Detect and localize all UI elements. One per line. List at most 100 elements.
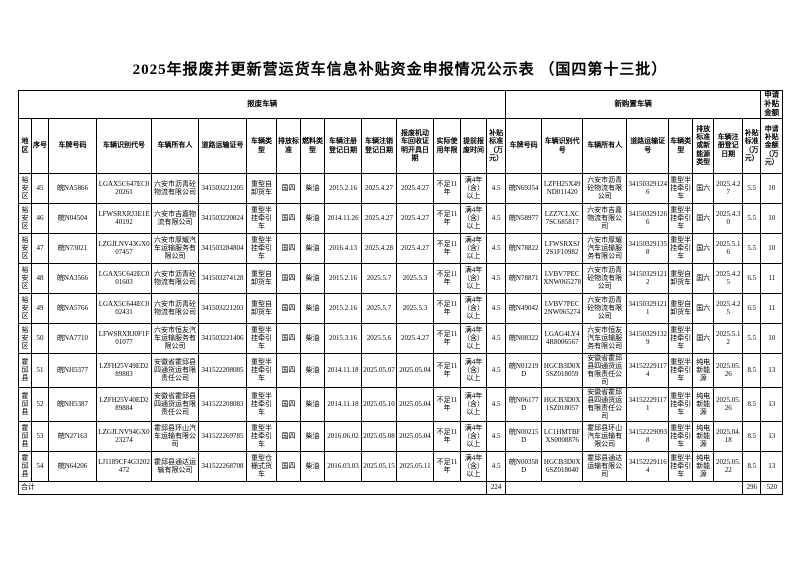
cell-transport-cert: 341503221203 [198, 292, 247, 324]
cell-vin: LZFH25V40ED289884 [96, 386, 152, 422]
col-header-plate: 车牌号码 [48, 117, 97, 174]
cell-new-reg-date: 2025.4.30 [713, 202, 744, 234]
cell-new-emission-or-energy: 国六 [692, 172, 715, 204]
cell-owner: 安徽省霍邱县四通货运有限责任公司 [151, 386, 199, 422]
cell-plate: 皖NA3566 [48, 262, 97, 294]
cell-new-plate: 皖N01219D [505, 352, 543, 388]
cell-reg-date: 2014.11.26 [324, 202, 362, 234]
cell-new-owner: 六安市恒友汽车运输服务有限公司 [582, 322, 628, 354]
cell-new-plate: 皖N78871 [505, 262, 543, 294]
cell-years-used: 不足11年 [433, 322, 461, 354]
table-body: 裕安区 45 皖NA5866 LGAX5C647EC020261 六安市沥青砼物流有限公… [18, 172, 784, 495]
cell-reg-date: 2014.11.18 [324, 352, 362, 388]
cell-emission: 国四 [276, 450, 301, 482]
cell-recycle-cert-date: 2025.4.27 [396, 202, 434, 234]
cell-owner: 六安市沥青砼物流有限公司 [151, 292, 199, 324]
cell-new-owner: 安徽省霍邱县四通货运有限责任公司 [582, 352, 628, 388]
cell-new-subsidy: 5.5 [742, 232, 762, 264]
cell-new-vin: LZFH25X49ND011420 [541, 172, 584, 204]
cell-scrap-subsidy: 4.5 [485, 202, 507, 234]
cell-seq: 51 [31, 352, 49, 388]
cell-vehicle-type: 重型仓栅式货车 [246, 450, 277, 482]
cell-new-plate: 皖N78822 [505, 232, 543, 264]
cell-new-transport-cert: 341503291212 [626, 262, 670, 294]
col-header-dereg-date: 车辆注销登记日期 [361, 117, 397, 174]
cell-new-reg-date: 2025.4.27 [713, 172, 744, 204]
cell-vin: LGAX5C644EC002431 [96, 292, 152, 324]
cell-new-vin: HGCB3D0X5SZ018059 [541, 352, 584, 388]
cell-plate: 皖N73021 [48, 232, 97, 264]
cell-new-owner: 六安市沥青砼物流有限公司 [582, 292, 628, 324]
cell-years-used: 不足11年 [433, 202, 461, 234]
cell-new-plate: 皖N00358D [505, 450, 543, 482]
cell-new-reg-date: 2025.5.16 [713, 232, 744, 264]
cell-fuel: 柴油 [300, 322, 325, 354]
total-row: 合计 224 296 520 [18, 480, 784, 495]
table-row: 裕安区 49 皖NA5766 LGAX5C644EC002431 六安市沥青砼物流有限公… [18, 292, 784, 324]
cell-region: 裕安区 [18, 172, 32, 204]
cell-plate: 皖NH5377 [48, 352, 97, 388]
cell-new-emission-or-energy: 国六 [692, 292, 715, 324]
cell-vehicle-type: 重型半挂牵引车 [246, 420, 277, 452]
col-header-seq: 序号 [31, 117, 49, 174]
cell-fuel: 柴油 [300, 420, 325, 452]
cell-new-owner: 安徽省霍邱县四通货运有限责任公司 [582, 386, 628, 422]
cell-new-owner: 霍邱县通达运输有限公司 [582, 450, 628, 482]
cell-new-vin: LC1HMTBFXS0008876 [541, 420, 584, 452]
cell-years-used: 不足11年 [433, 292, 461, 324]
cell-new-owner: 六安市厚耀汽车运输服务有限公司 [582, 232, 628, 264]
cell-applied-amount: 10 [760, 172, 784, 204]
cell-new-transport-cert: 341522291174 [626, 352, 670, 388]
cell-new-subsidy: 8.5 [742, 386, 762, 422]
col-header-new-reg-date: 车辆注册登记日期 [713, 117, 744, 174]
cell-vehicle-type: 重型自卸货车 [246, 292, 277, 324]
cell-new-transport-cert: 341522290938 [626, 420, 670, 452]
cell-new-subsidy: 5.5 [742, 322, 762, 354]
cell-vehicle-type: 重型半挂牵引车 [246, 322, 277, 354]
cell-scrap-subsidy: 4.5 [485, 292, 507, 324]
cell-new-transport-cert: 341503291246 [626, 172, 670, 204]
cell-emission: 国四 [276, 172, 301, 204]
cell-new-transport-cert: 341503291358 [626, 232, 670, 264]
cell-new-subsidy: 5.5 [742, 202, 762, 234]
cell-plate: 皖NH5387 [48, 386, 97, 422]
cell-new-subsidy: 6.5 [742, 262, 762, 294]
cell-owner: 安徽省霍邱县四通货运有限责任公司 [151, 352, 199, 388]
cell-new-transport-cert: 341522291171 [626, 386, 670, 422]
cell-years-used: 不足11年 [433, 386, 461, 422]
cell-applied-amount: 11 [760, 292, 784, 324]
cell-region: 裕安区 [18, 232, 32, 264]
total-spacer [505, 480, 744, 495]
cell-scrap-subsidy: 4.5 [485, 262, 507, 294]
cell-early-scrap-time: 满4年（含）以上 [460, 420, 487, 452]
cell-new-emission-or-energy: 国六 [692, 202, 715, 234]
cell-fuel: 柴油 [300, 386, 325, 422]
cell-fuel: 柴油 [300, 172, 325, 204]
cell-early-scrap-time: 满4年（含）以上 [460, 262, 487, 294]
cell-seq: 48 [31, 262, 49, 294]
cell-seq: 46 [31, 202, 49, 234]
total-label: 合计 [18, 480, 487, 495]
cell-emission: 国四 [276, 292, 301, 324]
cell-new-transport-cert: 341503291211 [626, 292, 670, 324]
table-row: 裕安区 50 皖NA7710 LFWSRXRJ0F1F01077 六安市恒友汽车运输服务… [18, 322, 784, 354]
cell-vehicle-type: 重型半挂牵引车 [246, 352, 277, 388]
table-row: 霍邱县 51 皖NH5377 LZFH25V49ED289883 安徽省霍邱县四通货运有… [18, 352, 784, 388]
cell-dereg-date: 2025.05.07 [361, 352, 397, 388]
cell-new-reg-date: 2025.4.25 [713, 262, 744, 294]
cell-recycle-cert-date: 2025.05.04 [396, 386, 434, 422]
cell-recycle-cert-date: 2025.4.27 [396, 172, 434, 204]
cell-vin: LZFH25V49ED289883 [96, 352, 152, 388]
cell-new-reg-date: 2025.05.26 [713, 386, 744, 422]
total-scrap-subsidy: 224 [485, 480, 507, 495]
cell-new-vehicle-type: 重型半挂牵引车 [668, 202, 694, 234]
cell-early-scrap-time: 满4年（含）以上 [460, 322, 487, 354]
cell-vehicle-type: 重型自卸货车 [246, 172, 277, 204]
col-header-recycle-cert-date: 报废机动车回收证明开具日期 [396, 117, 434, 174]
cell-seq: 54 [31, 450, 49, 482]
total-new-subsidy: 296 [742, 480, 762, 495]
subsidy-table: 报废车辆 新购置车辆 申请补贴金额 地区 序号 车牌号码 车辆识别代号 车辆所有人 道路运输证号… [17, 90, 784, 495]
cell-scrap-subsidy: 4.5 [485, 450, 507, 482]
cell-owner: 六安市沥青砼物流有限公司 [151, 262, 199, 294]
cell-years-used: 不足11年 [433, 232, 461, 264]
